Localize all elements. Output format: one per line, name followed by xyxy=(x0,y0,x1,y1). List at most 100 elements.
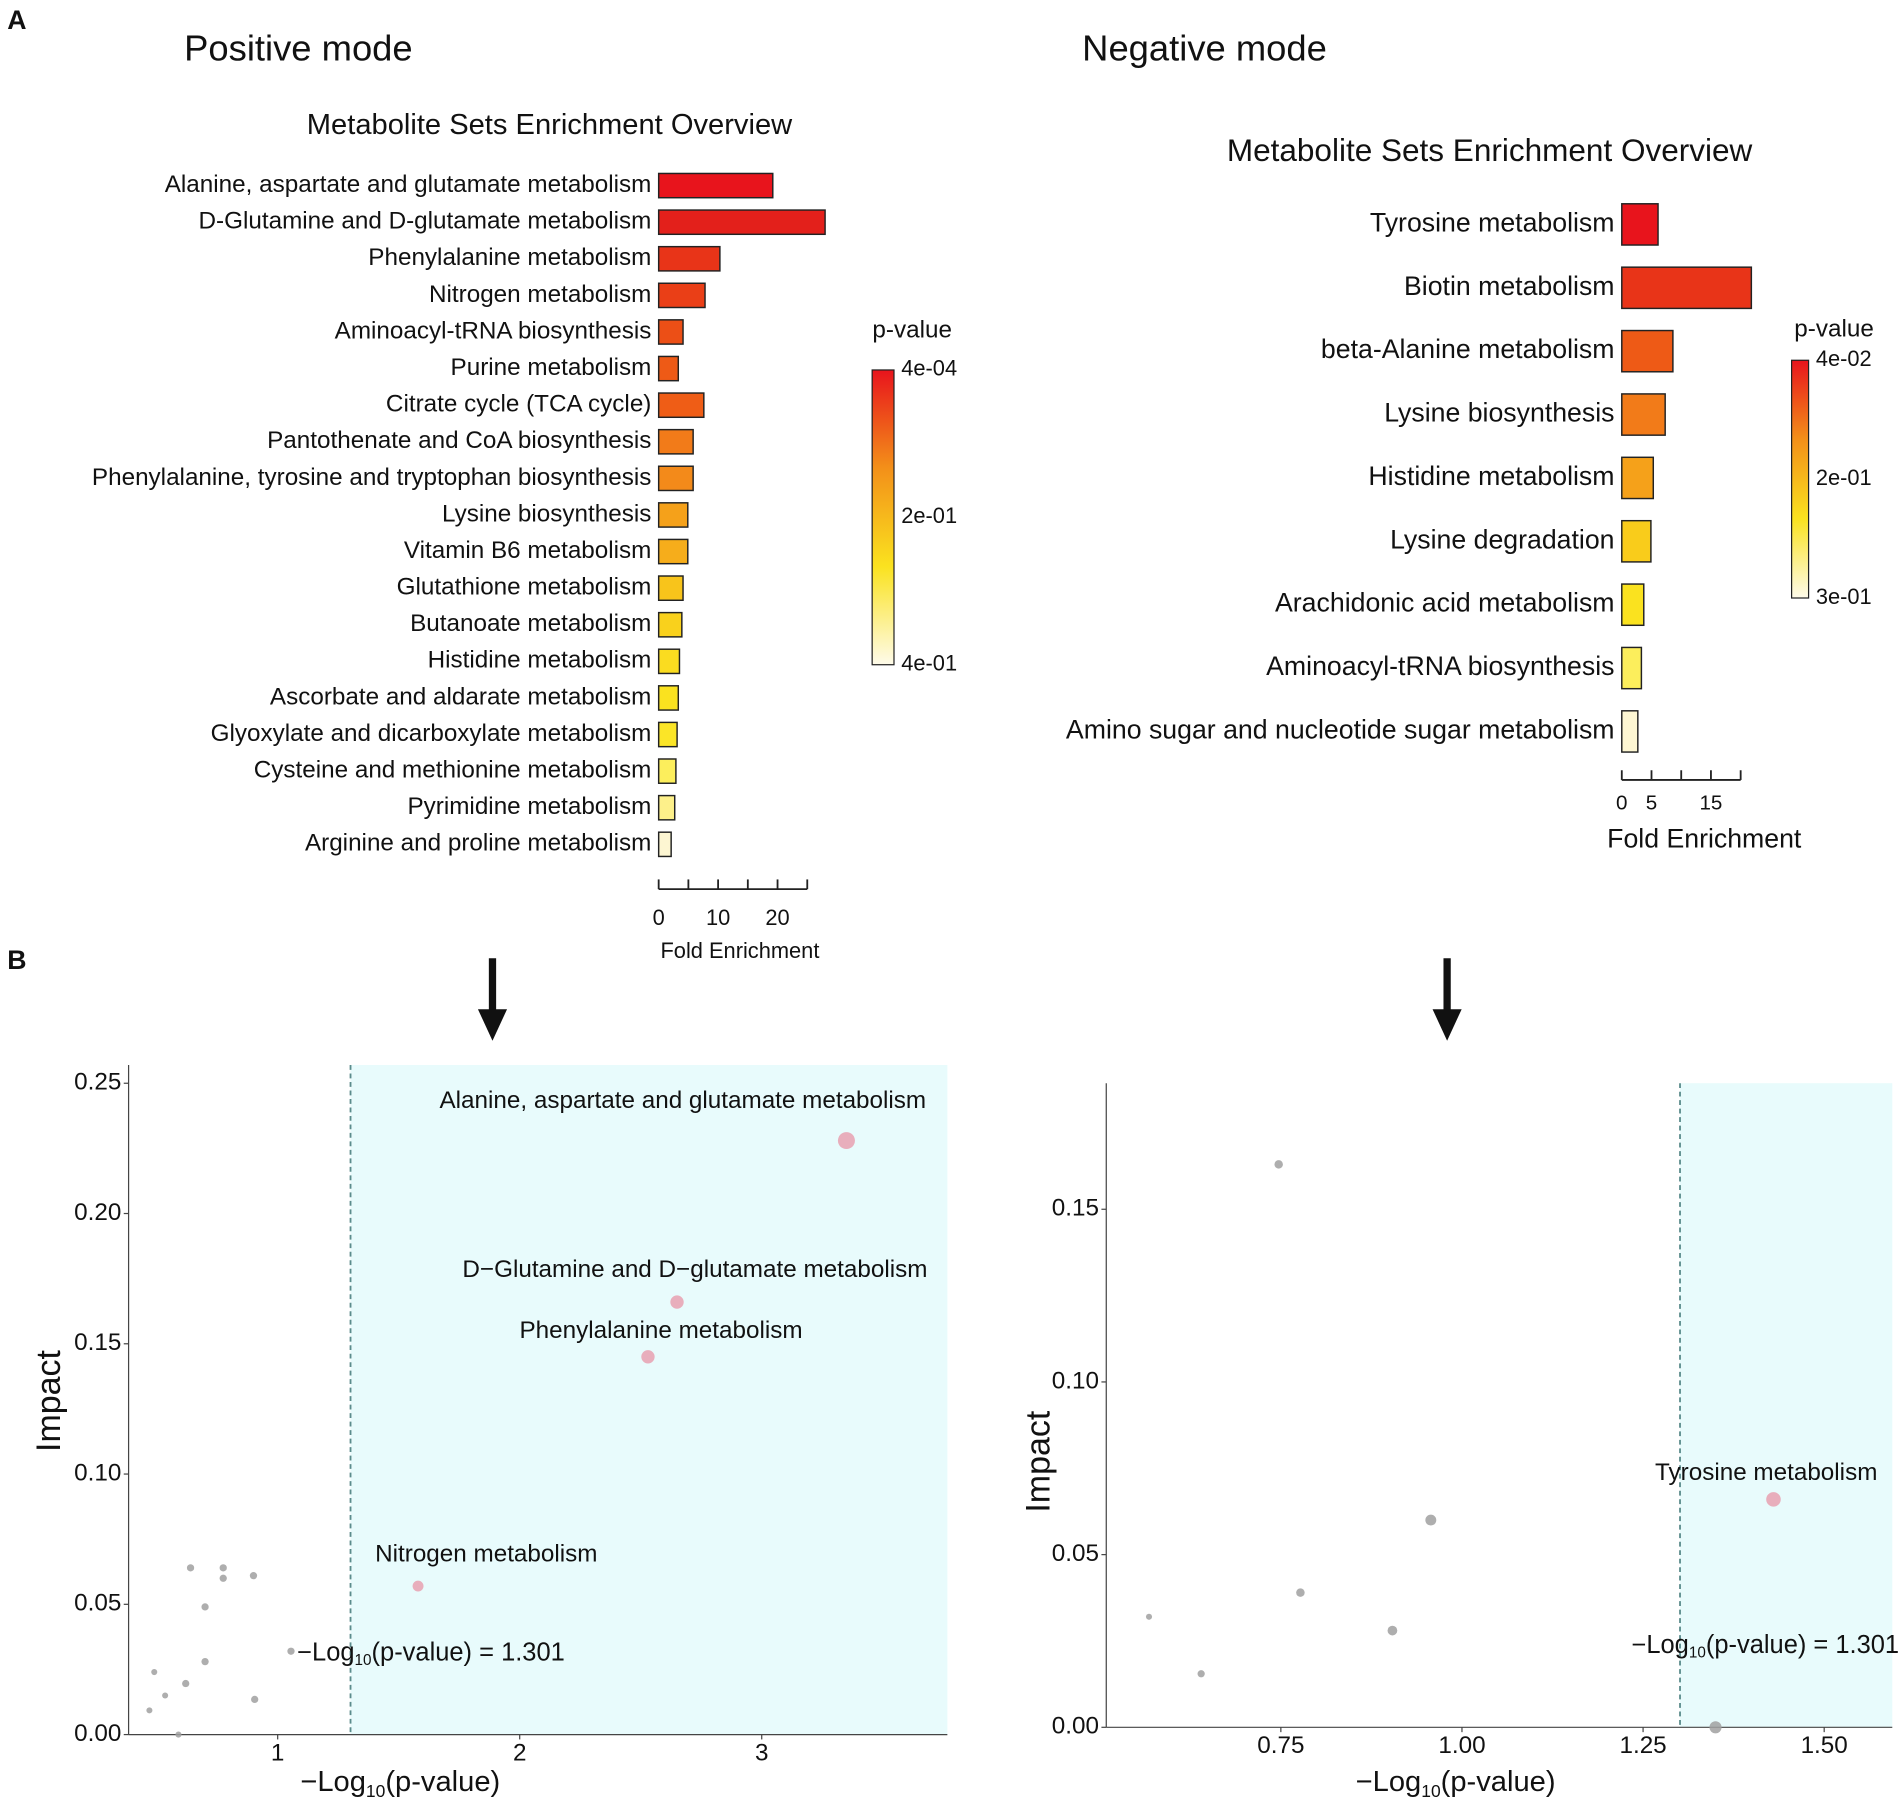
bar xyxy=(657,758,677,784)
x-tick-label: 0 xyxy=(1616,792,1627,815)
category-label: Histidine metabolism xyxy=(428,647,652,674)
colorbar-label: 4e-04 xyxy=(901,356,957,381)
category-label: Tyrosine metabolism xyxy=(1370,207,1615,237)
category-label: Phenylalanine, tyrosine and tryptophan b… xyxy=(92,464,651,491)
mode-title: Positive mode xyxy=(184,28,412,69)
y-tick-label: 0.00 xyxy=(1052,1713,1099,1740)
bar xyxy=(1621,456,1655,500)
point-label: Nitrogen metabolism xyxy=(375,1540,597,1567)
bar xyxy=(657,721,678,748)
y-axis-label: Impact xyxy=(1020,1410,1058,1512)
y-tick-label: 0.25 xyxy=(74,1069,121,1096)
point xyxy=(1145,1613,1153,1620)
x-tick-label: 2 xyxy=(513,1739,527,1766)
point xyxy=(201,1603,209,1611)
category-label: D-Glutamine and D-glutamate metabolism xyxy=(199,208,652,235)
x-tick-label: 3 xyxy=(755,1739,768,1766)
category-label: Histidine metabolism xyxy=(1368,461,1614,491)
point xyxy=(182,1679,190,1688)
text-part: −Log xyxy=(1631,1631,1688,1659)
text-part: −Log xyxy=(1356,1766,1422,1798)
point xyxy=(1197,1670,1205,1678)
point xyxy=(186,1564,195,1572)
text-part: (p-value) = 1.301 xyxy=(1706,1631,1899,1659)
category-label: Glyoxylate and dicarboxylate metabolism xyxy=(211,720,652,747)
bar xyxy=(657,465,694,492)
mode-title: Negative mode xyxy=(1082,28,1327,69)
text-part: (p-value) xyxy=(1441,1766,1556,1798)
bar xyxy=(657,209,826,236)
text-part: 10 xyxy=(1689,1645,1706,1662)
point xyxy=(1296,1588,1305,1597)
x-tick-label: 20 xyxy=(765,905,789,930)
x-tick-label: 0.75 xyxy=(1257,1732,1304,1759)
significance-region xyxy=(350,1065,948,1735)
category-label: Arachidonic acid metabolism xyxy=(1275,588,1614,618)
x-axis-label: Fold Enrichment xyxy=(1607,824,1802,854)
point xyxy=(1274,1160,1283,1169)
bar xyxy=(657,794,676,821)
point xyxy=(670,1295,684,1309)
category-label: Ascorbate and aldarate metabolism xyxy=(270,683,651,710)
text-part: 10 xyxy=(366,1780,386,1800)
x-tick-label: 1.50 xyxy=(1801,1732,1848,1759)
category-label: Nitrogen metabolism xyxy=(429,281,651,308)
category-label: Butanoate metabolism xyxy=(410,610,651,637)
point xyxy=(219,1574,227,1582)
category-label: Pyrimidine metabolism xyxy=(407,793,651,820)
point xyxy=(641,1350,655,1364)
y-tick-label: 0.20 xyxy=(74,1199,121,1226)
y-tick-label: 0.00 xyxy=(74,1720,121,1747)
bar xyxy=(1621,583,1645,627)
arrow xyxy=(1432,958,1462,1041)
point-label: Phenylalanine metabolism xyxy=(519,1317,802,1344)
x-axis-label: Fold Enrichment xyxy=(660,938,819,963)
bar xyxy=(657,282,706,309)
category-label: Lysine degradation xyxy=(1390,524,1614,554)
category-label: Pantothenate and CoA biosynthesis xyxy=(267,427,651,454)
colorbar-label: 4e-02 xyxy=(1816,346,1872,371)
x-axis-label: −Log10(p-value) xyxy=(1356,1766,1556,1801)
bar xyxy=(657,319,684,345)
x-tick-label: 1.00 xyxy=(1438,1732,1485,1759)
point-label: Alanine, aspartate and glutamate metabol… xyxy=(440,1087,927,1114)
colorbar-label: 3e-01 xyxy=(1816,584,1872,609)
bar xyxy=(1621,646,1643,690)
point xyxy=(251,1695,259,1704)
category-label: Glutathione metabolism xyxy=(397,574,652,601)
point xyxy=(837,1132,855,1150)
category-label: Amino sugar and nucleotide sugar metabol… xyxy=(1066,714,1615,744)
text-part: 10 xyxy=(355,1652,372,1669)
significance-region xyxy=(1680,1083,1893,1728)
bar xyxy=(657,172,774,199)
point xyxy=(201,1657,209,1666)
colorbar-label: 2e-01 xyxy=(901,503,957,528)
threshold-label: −Log10(p-value) = 1.301 xyxy=(1631,1631,1899,1662)
point xyxy=(1425,1514,1437,1526)
chart-title: Metabolite Sets Enrichment Overview xyxy=(307,109,793,141)
bar xyxy=(1621,329,1674,373)
y-tick-label: 0.15 xyxy=(74,1329,121,1356)
text-part: −Log xyxy=(300,1766,366,1798)
point xyxy=(175,1731,182,1738)
point-label: Tyrosine metabolism xyxy=(1655,1459,1877,1486)
bar xyxy=(657,648,681,675)
category-label: Biotin metabolism xyxy=(1404,271,1615,301)
chart-title: Metabolite Sets Enrichment Overview xyxy=(1227,132,1753,168)
text-part: (p-value) xyxy=(385,1766,500,1798)
point xyxy=(219,1564,227,1572)
colorbar-title: p-value xyxy=(872,317,952,344)
category-label: Alanine, aspartate and glutamate metabol… xyxy=(165,171,652,198)
threshold-label: −Log10(p-value) = 1.301 xyxy=(297,1638,565,1669)
bar xyxy=(1621,519,1652,563)
category-label: Cysteine and methionine metabolism xyxy=(254,757,652,784)
point xyxy=(146,1707,153,1714)
text-part: 10 xyxy=(1421,1780,1441,1800)
point xyxy=(1387,1625,1398,1636)
bar xyxy=(657,538,689,565)
category-label: Aminoacyl-tRNA biosynthesis xyxy=(335,317,652,344)
y-tick-label: 0.15 xyxy=(1052,1195,1099,1222)
colorbar xyxy=(871,369,895,666)
